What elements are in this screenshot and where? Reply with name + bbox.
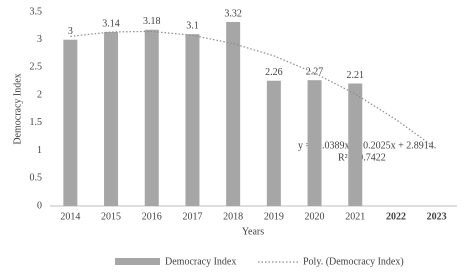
- legend-label: Democracy Index: [165, 256, 236, 267]
- y-tick-label: 1.5: [30, 117, 43, 128]
- x-tick-label: 2015: [101, 211, 121, 222]
- y-tick-label: 1: [37, 145, 42, 156]
- bar: [307, 80, 322, 206]
- value-label: 3.14: [102, 18, 120, 29]
- value-label: 3.32: [224, 8, 242, 19]
- x-tick-label: 2016: [142, 211, 162, 222]
- legend-swatch: [115, 258, 160, 265]
- y-tick-label: 2: [37, 89, 42, 100]
- y-tick-label: 3: [37, 34, 42, 45]
- x-tick-label: 2023: [427, 211, 447, 222]
- y-tick-label: 0: [37, 200, 42, 211]
- value-label: 2.26: [265, 67, 283, 78]
- bar: [104, 31, 119, 207]
- y-tick-label: 3.5: [30, 6, 43, 17]
- value-label: 3.18: [143, 16, 161, 27]
- bar: [144, 29, 159, 207]
- x-tick-label: 2020: [305, 211, 325, 222]
- x-axis-title: Years: [242, 226, 264, 237]
- x-tick-label: 2021: [345, 211, 365, 222]
- bar: [63, 39, 78, 206]
- value-label: 3: [68, 26, 73, 37]
- bar: [348, 83, 363, 206]
- x-tick-label: 2019: [264, 211, 284, 222]
- bar: [185, 34, 200, 206]
- value-label: 3.1: [186, 20, 199, 31]
- bar: [226, 21, 241, 206]
- y-axis-title: Democracy Index: [12, 73, 23, 144]
- equation: y = -0.0389x² + 0.2025x + 2.8914: [298, 140, 434, 151]
- x-tick-label: 2017: [182, 211, 202, 222]
- value-label: 2.27: [306, 66, 324, 77]
- x-tick-label: 2022: [386, 211, 406, 222]
- bar: [266, 80, 281, 206]
- y-tick-label: 0.5: [30, 173, 43, 184]
- x-tick-label: 2014: [60, 211, 80, 222]
- value-label: 2.21: [347, 70, 365, 81]
- x-tick-label: 2018: [223, 211, 243, 222]
- y-tick-label: 2.5: [30, 62, 43, 73]
- legend-label: Poly. (Democracy Index): [303, 256, 404, 267]
- trendline: [70, 30, 438, 150]
